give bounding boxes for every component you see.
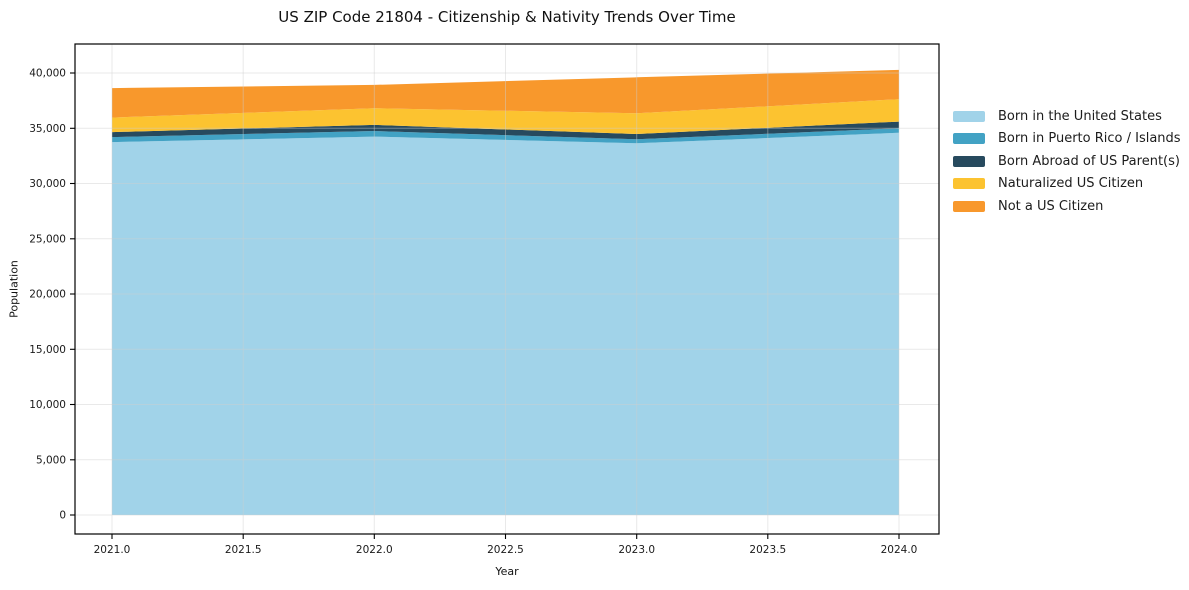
spines <box>74 43 940 535</box>
legend-item-label: Born in Puerto Rico / Islands <box>998 131 1181 147</box>
legend-swatch <box>953 155 985 167</box>
legend-item-label: Naturalized US Citizen <box>998 176 1144 192</box>
legend: Born in the United States Born in Puerto … <box>953 105 1181 218</box>
ticks <box>70 72 900 539</box>
legend-item: Naturalized US Citizen <box>953 173 1181 196</box>
y-tick-label: 0 <box>59 510 66 522</box>
x-tick-label: 2022.5 <box>487 544 524 556</box>
tick-labels: 0 5,000 10,000 15,000 20,000 25,000 30,000 35,0… <box>29 68 917 556</box>
x-tick-label: 2023.0 <box>618 544 655 556</box>
axes-box <box>74 43 940 535</box>
legend-item: Not a US Citizen <box>953 195 1181 218</box>
y-axis-label: Population <box>7 260 21 318</box>
x-tick-label: 2021.0 <box>94 544 131 556</box>
area-series-2 <box>112 121 899 140</box>
areas <box>112 69 899 515</box>
legend-item-label: Not a US Citizen <box>998 198 1104 214</box>
gridlines <box>75 44 939 534</box>
legend-swatch <box>953 110 985 122</box>
legend-item: Born in the United States <box>953 105 1181 128</box>
x-tick-label: 2022.0 <box>356 544 393 556</box>
legend-item: Born Abroad of US Parent(s) <box>953 150 1181 173</box>
legend-item: Born in Puerto Rico / Islands <box>953 128 1181 151</box>
area-series-0 <box>112 132 899 515</box>
x-tick-label: 2021.5 <box>225 544 262 556</box>
legend-swatch <box>953 200 985 212</box>
y-tick-label: 10,000 <box>29 399 66 411</box>
y-tick-label: 35,000 <box>29 123 66 135</box>
legend-item-label: Born Abroad of US Parent(s) <box>998 153 1180 169</box>
x-tick-label: 2023.5 <box>749 544 786 556</box>
y-tick-label: 15,000 <box>29 344 66 356</box>
y-tick-label: 20,000 <box>29 289 66 301</box>
x-tick-label: 2024.0 <box>881 544 918 556</box>
y-tick-label: 40,000 <box>29 68 66 80</box>
legend-swatch <box>953 133 985 145</box>
y-tick-label: 30,000 <box>29 178 66 190</box>
area-series-3 <box>112 99 899 134</box>
chart-title: US ZIP Code 21804 - Citizenship & Nativi… <box>278 8 736 26</box>
y-tick-label: 5,000 <box>36 454 66 466</box>
legend-swatch <box>953 178 985 190</box>
area-series-4 <box>112 69 899 118</box>
legend-item-label: Born in the United States <box>998 108 1162 124</box>
x-axis-label: Year <box>495 565 519 578</box>
area-series-1 <box>112 128 899 144</box>
y-tick-label: 25,000 <box>29 233 66 245</box>
